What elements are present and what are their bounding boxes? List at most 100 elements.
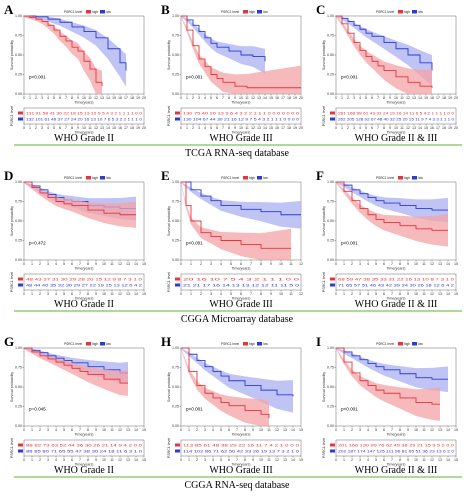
- x-tick-label: 14: [291, 428, 295, 432]
- high-ci-band: [24, 182, 136, 228]
- panel-letter: D: [4, 168, 13, 183]
- p-value: p=0.045: [29, 406, 46, 411]
- row-1: D PSRC1 level high low 0.00 0.25 0.50 0.75 1.00 S…: [4, 168, 462, 325]
- km-panel-b: B PSRC1 level high low 0.00 0.25 0.50 0.75 1.00 S…: [161, 2, 303, 144]
- legend-low-swatch: [412, 176, 417, 180]
- x-tick-label: 12: [430, 262, 434, 266]
- risk-x-tick-label: 0: [23, 126, 25, 130]
- x-tick-label: 10: [259, 428, 263, 432]
- risk-x-tick-label: 1: [190, 292, 192, 296]
- risk-row-high: 261 168 98 61 43 31 24 19 16 14 11 6 5 4…: [338, 112, 454, 116]
- legend-low-label: low: [263, 342, 268, 346]
- y-tick-label: 0.00: [15, 258, 22, 262]
- risk-x-tick-label: 12: [118, 292, 122, 296]
- risk-x-tick-label: 13: [412, 126, 416, 130]
- x-tick-label: 13: [257, 96, 261, 100]
- risk-x-tick-label: 10: [414, 458, 418, 462]
- risk-high-swatch: [18, 277, 23, 281]
- high-survival-curve: [24, 15, 103, 87]
- legend-low-swatch: [100, 342, 105, 346]
- risk-x-tick-label: 4: [367, 458, 369, 462]
- risk-x-tick-label: 0: [335, 458, 337, 462]
- x-tick-label: 0: [23, 96, 25, 100]
- risk-x-tick-label: 4: [367, 292, 369, 296]
- x-tick-label: 13: [438, 262, 442, 266]
- x-tick-label: 4: [204, 96, 206, 100]
- x-tick-label: 10: [279, 262, 283, 266]
- x-tick-label: 2: [35, 96, 37, 100]
- x-axis-label: Time(years): [74, 267, 93, 271]
- risk-x-tick-label: 12: [251, 126, 255, 130]
- risk-x-tick-label: 11: [289, 292, 293, 296]
- x-tick-label: 10: [414, 428, 418, 432]
- x-tick-label: 16: [118, 96, 122, 100]
- x-tick-label: 1: [31, 428, 33, 432]
- low-ci-band: [181, 16, 265, 74]
- risk-x-tick-label: 0: [180, 126, 182, 130]
- legend-title: PSRC1 level: [64, 176, 82, 180]
- km-panel-c: C PSRC1 level high low 0.00 0.25 0.50 0.75 1.00 S…: [316, 2, 458, 144]
- risk-x-tick-label: 15: [269, 126, 273, 130]
- x-tick-label: 9: [234, 96, 236, 100]
- risk-x-tick-label: 17: [436, 126, 440, 130]
- high-survival-curve: [181, 15, 301, 89]
- x-tick-label: 11: [289, 262, 293, 266]
- risk-x-tick-label: 5: [220, 458, 222, 462]
- y-tick-label: 0.75: [327, 366, 334, 370]
- y-tick-label: 0.25: [172, 405, 179, 409]
- legend-high-swatch: [398, 342, 403, 346]
- x-tick-label: 9: [270, 262, 272, 266]
- risk-low-swatch: [175, 283, 180, 287]
- x-tick-label: 9: [389, 96, 391, 100]
- legend-low-swatch: [100, 10, 105, 14]
- legend-high-label: high: [249, 176, 255, 180]
- legend: PSRC1 level high low: [64, 176, 111, 180]
- risk-table-frame: [335, 439, 457, 457]
- risk-high-swatch: [175, 277, 180, 281]
- risk-table-frame: [180, 439, 302, 457]
- y-tick-label: 0.50: [327, 385, 334, 389]
- x-tick-label: 0: [335, 96, 337, 100]
- p-value: p<0.001: [341, 74, 358, 79]
- x-tick-label: 3: [47, 428, 49, 432]
- legend-title: PSRC1 level: [64, 342, 82, 346]
- x-axis-label: Time(years): [386, 433, 405, 437]
- risk-x-tick-label: 6: [71, 292, 73, 296]
- risk-x-tick-label: 12: [430, 458, 434, 462]
- y-tick-label: 0.25: [15, 405, 22, 409]
- legend-high-label: high: [249, 10, 255, 14]
- risk-x-tick-label: 11: [110, 292, 114, 296]
- x-tick-label: 8: [87, 262, 89, 266]
- x-tick-label: 2: [196, 428, 198, 432]
- x-tick-label: 20: [454, 96, 458, 100]
- risk-x-tick-label: 8: [87, 292, 89, 296]
- legend-title: PSRC1 level: [64, 10, 82, 14]
- database-label: CGGA Microarray database: [181, 314, 294, 325]
- legend-high-swatch: [398, 10, 403, 14]
- risk-x-tick-label: 5: [230, 292, 232, 296]
- low-survival-curve: [24, 15, 127, 71]
- x-tick-label: 4: [220, 262, 222, 266]
- risk-x-tick-label: 1: [29, 126, 31, 130]
- x-tick-label: 1: [343, 262, 345, 266]
- y-tick-label: 1.00: [172, 180, 179, 184]
- p-value: p<0.001: [186, 406, 203, 411]
- risk-x-tick-label: 8: [383, 126, 385, 130]
- risk-x-tick-label: 9: [95, 458, 97, 462]
- x-tick-label: 11: [110, 428, 114, 432]
- y-tick-label: 0.75: [15, 366, 22, 370]
- risk-x-tick-label: 15: [299, 458, 303, 462]
- x-tick-label: 13: [283, 428, 287, 432]
- risk-x-tick-label: 4: [220, 292, 222, 296]
- risk-x-tick-label: 7: [250, 292, 252, 296]
- risk-x-tick-label: 14: [134, 292, 138, 296]
- x-tick-label: 4: [359, 96, 361, 100]
- x-tick-label: 12: [118, 428, 122, 432]
- x-tick-label: 7: [79, 428, 81, 432]
- high-survival-curve: [181, 347, 270, 419]
- x-tick-label: 6: [383, 262, 385, 266]
- risk-x-tick-label: 7: [65, 126, 67, 130]
- risk-x-tick-label: 9: [234, 126, 236, 130]
- x-tick-label: 1: [341, 96, 343, 100]
- risk-x-tick-label: 7: [79, 458, 81, 462]
